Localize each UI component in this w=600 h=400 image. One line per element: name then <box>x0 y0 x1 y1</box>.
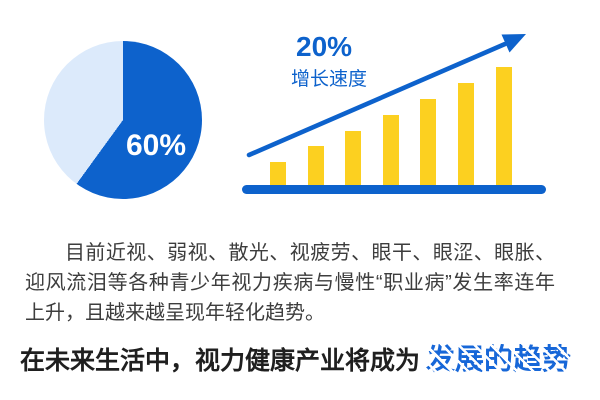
growth-rate-value: 20% <box>296 31 353 62</box>
pie-chart <box>44 41 202 199</box>
bar <box>345 131 362 187</box>
headline-text: 在未来生活中，视力健康产业将成为 <box>20 347 421 375</box>
bar <box>420 99 437 187</box>
bar <box>307 146 324 187</box>
bar <box>382 115 399 187</box>
headline-highlight: 发展的趋势 <box>426 344 572 376</box>
bar <box>458 83 474 187</box>
bar <box>495 67 512 187</box>
chart-baseline <box>242 185 546 194</box>
pie-percent-label: 60% <box>126 129 187 162</box>
bar <box>270 162 286 187</box>
headline: 在未来生活中，视力健康产业将成为 发展的趋势 <box>20 336 571 378</box>
body-paragraph: 目前近视、弱视、散光、视疲劳、眼干、眼涩、眼胀、迎风流泪等各种青少年视力疾病与慢… <box>25 242 555 324</box>
growth-rate-caption: 增长速度 <box>291 69 368 90</box>
